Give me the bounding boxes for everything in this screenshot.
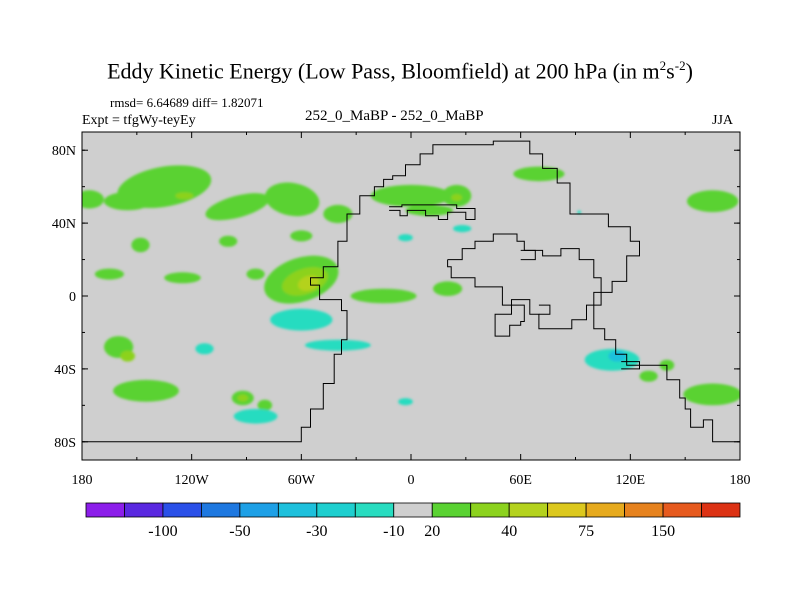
anomaly-n-pacific-3 bbox=[205, 193, 270, 221]
colorbar-swatch-6 bbox=[316, 502, 356, 518]
anomaly-s-pacific-c-core bbox=[237, 394, 249, 402]
y-tick-label-3: 40S bbox=[54, 363, 76, 378]
anomaly-n-america-east bbox=[323, 204, 353, 224]
center-label: 252_0_MaBP - 252_0_MaBP bbox=[305, 108, 484, 124]
colorbar-swatch-7 bbox=[354, 502, 395, 518]
anomaly-neg-s-2 bbox=[398, 398, 413, 406]
anomaly-n-pacific-west bbox=[82, 190, 104, 209]
coastline-5 bbox=[621, 361, 640, 370]
x-tick-label-4: 60E bbox=[509, 473, 532, 488]
y-tick-label-1: 40N bbox=[52, 217, 76, 232]
season-label: JJA bbox=[712, 113, 734, 128]
anomaly-s-pacific-a-core bbox=[120, 350, 135, 362]
x-tick-label-0: 180 bbox=[72, 473, 93, 488]
anomaly-n-atlantic-2 bbox=[405, 204, 454, 216]
anomaly-eq-pacific-c bbox=[246, 268, 265, 280]
anomaly-eq-pacific-a bbox=[94, 268, 124, 280]
anomaly-neg-dot bbox=[577, 210, 581, 214]
anomaly-trop-pacific-2 bbox=[219, 235, 238, 247]
colorbar-swatch-8 bbox=[393, 502, 433, 518]
colorbar-label-1: -50 bbox=[229, 523, 250, 540]
anomaly-neg-atl bbox=[398, 234, 413, 242]
chart-title: Eddy Kinetic Energy (Low Pass, Bloomfiel… bbox=[107, 58, 693, 84]
colorbar-label-7: 150 bbox=[651, 523, 675, 540]
colorbar-label-4: 20 bbox=[424, 523, 440, 540]
anomaly-s-pacific-e bbox=[683, 383, 740, 406]
anomaly-n-pac-neg bbox=[453, 225, 472, 233]
colorbar-swatch-2 bbox=[162, 502, 202, 518]
coastline-4 bbox=[538, 304, 551, 315]
x-tick-label-6: 180 bbox=[730, 473, 751, 488]
coastline-3 bbox=[520, 249, 536, 261]
colorbar-swatch-0 bbox=[85, 502, 125, 518]
y-tick-label-4: 80S bbox=[54, 436, 76, 451]
anomaly-trop-pacific-3 bbox=[290, 230, 313, 242]
anomaly-europe-core bbox=[451, 194, 463, 202]
colorbar-swatch-4 bbox=[239, 502, 279, 518]
anomaly-n-atlantic bbox=[370, 184, 452, 207]
colorbar-swatch-10 bbox=[470, 502, 510, 518]
anomaly-africa bbox=[433, 281, 463, 297]
x-tick-label-3: 0 bbox=[408, 473, 415, 488]
anomaly-indian-s bbox=[639, 370, 658, 382]
coastline-1 bbox=[389, 204, 476, 220]
colorbar-swatch-5 bbox=[277, 502, 318, 518]
colorbar-label-6: 75 bbox=[578, 523, 594, 540]
colorbar-swatch-15 bbox=[662, 502, 702, 518]
anomaly-s-pacific-b bbox=[113, 379, 179, 402]
colorbar-swatch-13 bbox=[585, 502, 625, 518]
stats-text: rmsd= 6.64689 diff= 1.82071 bbox=[110, 95, 264, 110]
y-tick-label-0: 80N bbox=[52, 144, 76, 159]
anomaly-neg-s-1 bbox=[233, 409, 278, 424]
anomaly-siberia bbox=[687, 190, 739, 213]
anomaly-neg-eq-1 bbox=[270, 308, 333, 331]
colorbar-swatch-11 bbox=[508, 502, 549, 518]
colorbar-swatch-1 bbox=[124, 502, 164, 518]
anomaly-n-pacific-2 bbox=[103, 192, 152, 211]
anomaly-eq-max-core bbox=[297, 275, 320, 291]
anomaly-s-pacific-d bbox=[257, 399, 273, 411]
anomaly-eq-pacific-b bbox=[164, 272, 201, 284]
y-tick-label-2: 0 bbox=[69, 290, 76, 305]
colorbar-swatch-12 bbox=[547, 502, 587, 518]
colorbar-label-0: -100 bbox=[148, 523, 177, 540]
colorbar-swatch-9 bbox=[431, 502, 472, 518]
colorbar-swatch-16 bbox=[701, 502, 741, 518]
anomaly-atl-eq bbox=[350, 288, 417, 304]
x-tick-label-1: 120W bbox=[175, 473, 210, 488]
expt-label: Expt = tfgWy-teyEy bbox=[82, 113, 196, 128]
anomaly-trop-pacific-1 bbox=[131, 237, 150, 253]
anomaly-neg-eq-2 bbox=[305, 339, 371, 351]
colorbar-label-3: -10 bbox=[383, 523, 404, 540]
colorbar-label-2: -30 bbox=[306, 523, 327, 540]
anomaly-n-pacific-core bbox=[175, 192, 194, 200]
colorbar-label-5: 40 bbox=[501, 523, 517, 540]
anomaly-n-america-west bbox=[265, 182, 320, 217]
anomaly-russia bbox=[513, 166, 565, 182]
anomaly-neg-s-3-core bbox=[608, 350, 627, 362]
colorbar-swatch-3 bbox=[201, 502, 241, 518]
colorbar-swatch-14 bbox=[624, 502, 664, 518]
coastline-2 bbox=[447, 233, 602, 337]
x-tick-label-2: 60W bbox=[288, 473, 316, 488]
x-tick-label-5: 120E bbox=[616, 473, 646, 488]
coastline-0 bbox=[82, 140, 740, 443]
anomaly-neg-eq-3 bbox=[195, 343, 214, 355]
